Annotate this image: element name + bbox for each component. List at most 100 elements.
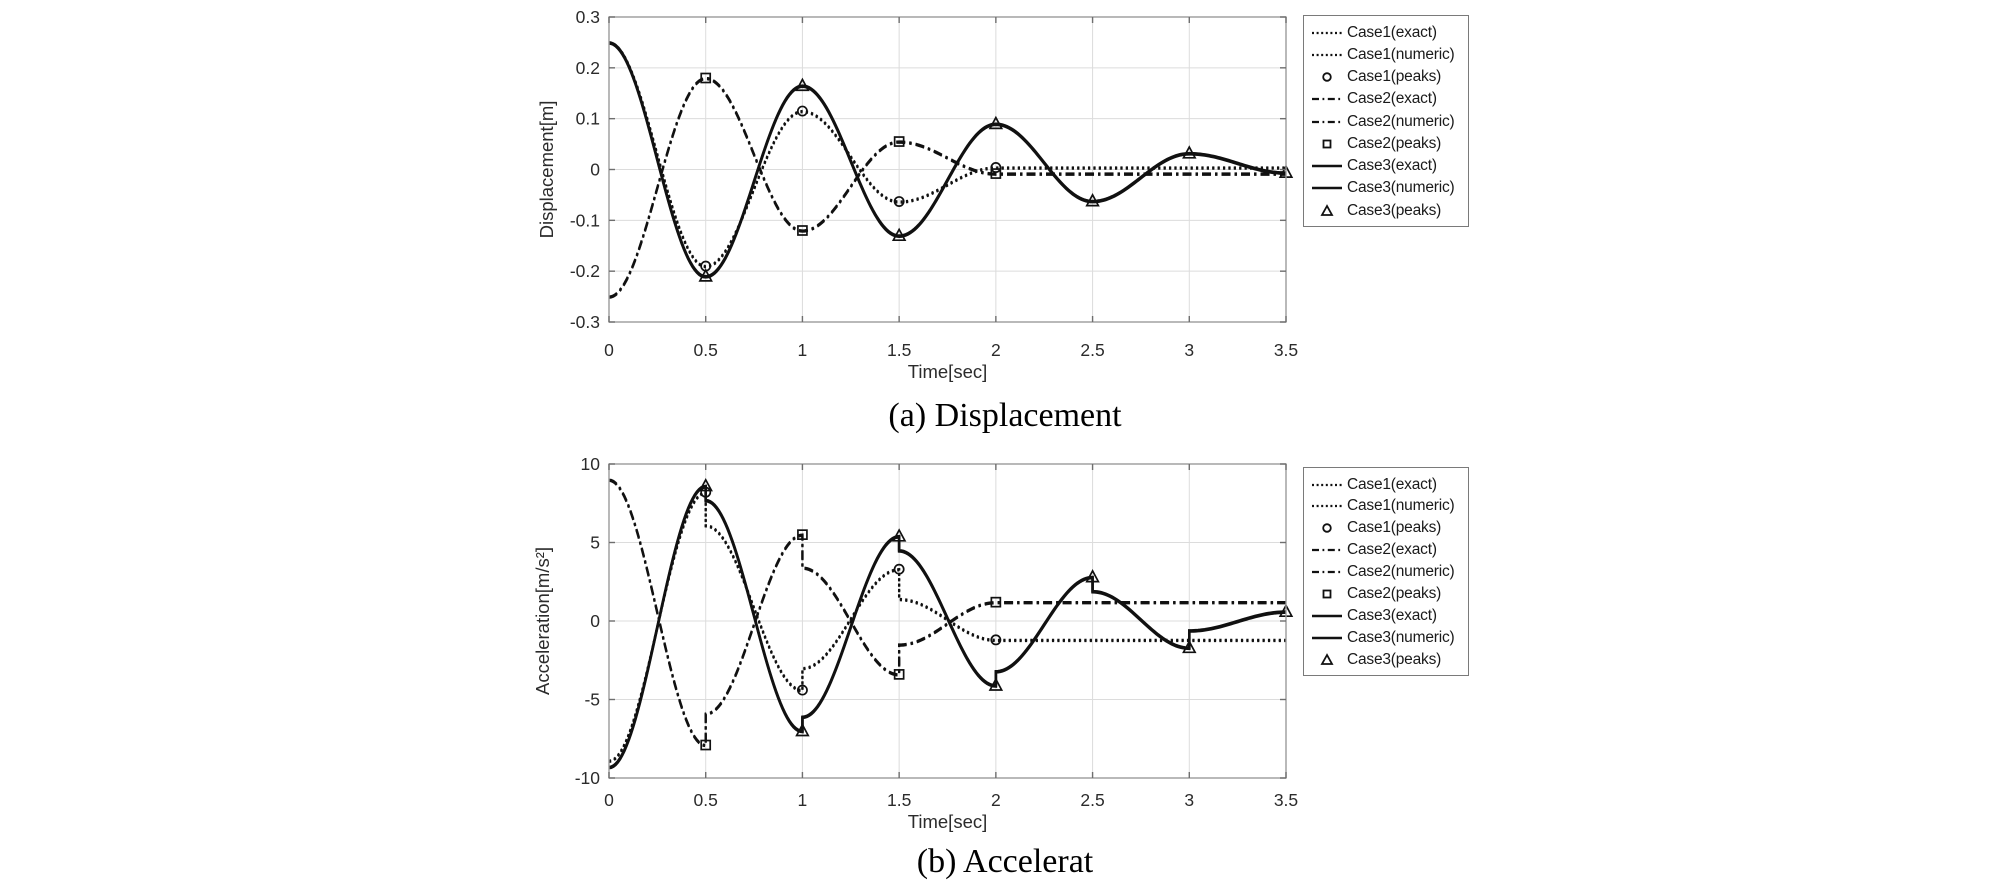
circle-swatch-icon — [1322, 72, 1332, 82]
y-tick-label: 10 — [581, 454, 601, 474]
peak-marker — [796, 105, 808, 117]
y-tick-label: -0.2 — [570, 261, 600, 281]
peak-marker — [893, 196, 905, 207]
peak-marker — [796, 684, 808, 696]
peak-marker — [891, 528, 907, 542]
y-tick-label: 0.2 — [576, 58, 600, 78]
legend-entry-label: Case2(peaks) — [1347, 584, 1442, 602]
peak-marker — [1085, 569, 1100, 583]
x-tick-label: 1 — [798, 340, 808, 360]
series-line-Case1-exact- — [608, 490, 1286, 762]
peak-marker — [893, 563, 905, 575]
legend-entry: Case1(exact) — [1311, 474, 1464, 495]
x-tick-label: 1 — [798, 790, 808, 810]
solid-swatch-icon — [1312, 187, 1342, 190]
triangle-swatch-icon — [1320, 203, 1334, 216]
x-tick-label: 3 — [1184, 340, 1194, 360]
peak-marker — [893, 136, 905, 147]
series-line-Case2-numeric- — [608, 77, 1286, 299]
acceleration-legend: Case1(exact) Case1(numeric) Case1(peaks) Ca… — [1303, 467, 1469, 676]
peak-markers-triangle — [698, 77, 1294, 282]
peak-marker — [893, 669, 905, 680]
x-tick-label: 0 — [604, 790, 614, 810]
legend-entry: Case3(exact) — [1311, 156, 1464, 177]
legend-entry-label: Case3(peaks) — [1347, 201, 1442, 219]
series-line-Case2-exact- — [608, 478, 1286, 747]
legend-entry-label: Case1(peaks) — [1347, 519, 1442, 537]
peak-marker — [698, 268, 713, 282]
peak-marker — [700, 739, 712, 751]
legend-entry: Case3(numeric) — [1311, 178, 1464, 199]
x-tick-label: 0.5 — [694, 790, 718, 810]
dotted-swatch-icon — [1312, 505, 1342, 508]
legend-entry-label: Case2(peaks) — [1347, 134, 1442, 152]
legend-entry-label: Case1(exact) — [1347, 23, 1437, 41]
peak-marker — [797, 529, 808, 541]
dashdot-swatch-icon — [1312, 570, 1342, 574]
y-tick-label: -10 — [575, 768, 601, 788]
peak-markers-square — [700, 529, 1002, 751]
series-line-Case3-numeric- — [608, 42, 1287, 279]
legend-entry: Case2(numeric) — [1311, 562, 1464, 583]
square-swatch-icon — [1322, 139, 1332, 149]
legend-entry-label: Case3(numeric) — [1347, 179, 1455, 197]
dashdot-swatch-icon — [1312, 549, 1342, 552]
legend-entry-label: Case3(exact) — [1347, 157, 1437, 174]
legend-entry: Case1(numeric) — [1311, 496, 1464, 517]
peak-marker — [990, 162, 1002, 173]
triangle-swatch-icon — [1320, 652, 1334, 665]
legend-entry: Case2(exact) — [1311, 89, 1464, 110]
series-group — [608, 477, 1294, 770]
x-tick-label: 3.5 — [1274, 790, 1298, 810]
gridlines — [608, 16, 1287, 323]
displacement-legend: Case1(exact) Case1(numeric) Case1(peaks) Ca… — [1303, 15, 1469, 227]
dotted-swatch-icon — [1312, 483, 1342, 486]
legend-entry: Case2(exact) — [1311, 540, 1464, 561]
x-axis-title: Time[sec] — [908, 811, 988, 832]
peak-marker — [700, 72, 712, 84]
legend-entry-label: Case2(exact) — [1347, 90, 1437, 108]
legend-entry-label: Case3(peaks) — [1347, 650, 1442, 668]
series-line-Case1-exact- — [608, 41, 1286, 268]
legend-entry: Case3(numeric) — [1311, 627, 1464, 648]
y-tick-label: 0 — [590, 160, 600, 180]
legend-entry-label: Case2(numeric) — [1347, 563, 1455, 580]
dotted-swatch-icon — [1312, 31, 1342, 34]
legend-entry-label: Case2(numeric) — [1347, 112, 1455, 130]
peak-marker — [990, 596, 1002, 608]
peak-marker — [795, 77, 810, 92]
tick-marks — [608, 463, 1287, 779]
dashdot-swatch-icon — [1312, 98, 1342, 101]
caption-acceleration: (b) Accelerat — [916, 843, 1094, 880]
series-line-Case2-numeric- — [608, 479, 1286, 748]
solid-swatch-icon — [1312, 636, 1342, 639]
x-tick-label: 2 — [991, 340, 1001, 360]
caption-displacement: (a) Displacement — [888, 397, 1122, 434]
y-tick-label: 0.3 — [576, 7, 600, 27]
tick-labels: 0 0.5 1 1.5 2 2.5 3 3.5 10 5 0 -5 -10 — [575, 454, 1298, 810]
legend-entry: Case3(peaks) — [1311, 649, 1464, 670]
legend-entry: Case3(exact) — [1311, 605, 1464, 626]
x-tick-label: 2 — [991, 790, 1001, 810]
peak-marker — [1182, 639, 1197, 654]
peak-marker — [1182, 145, 1197, 159]
legend-entry-label: Case1(exact) — [1347, 475, 1437, 493]
legend-entry: Case1(peaks) — [1311, 518, 1464, 539]
x-tick-label: 3 — [1184, 790, 1194, 810]
circle-swatch-icon — [1322, 523, 1332, 533]
legend-entry-label: Case3(exact) — [1347, 606, 1437, 624]
series-group — [608, 41, 1294, 299]
peak-marker — [797, 225, 808, 236]
y-tick-label: -0.3 — [570, 312, 600, 332]
x-tick-label: 3.5 — [1274, 340, 1298, 360]
peak-marker — [990, 168, 1002, 179]
series-line-Case3-numeric- — [608, 485, 1287, 770]
peak-marker — [795, 722, 810, 737]
peak-marker — [988, 677, 1004, 691]
y-axis-title: Acceleration[m/s²] — [532, 547, 553, 695]
peak-marker — [1085, 193, 1100, 207]
y-tick-label: 0 — [590, 611, 600, 631]
dashdot-swatch-icon — [1312, 120, 1342, 123]
legend-entry-label: Case3(numeric) — [1347, 628, 1455, 646]
